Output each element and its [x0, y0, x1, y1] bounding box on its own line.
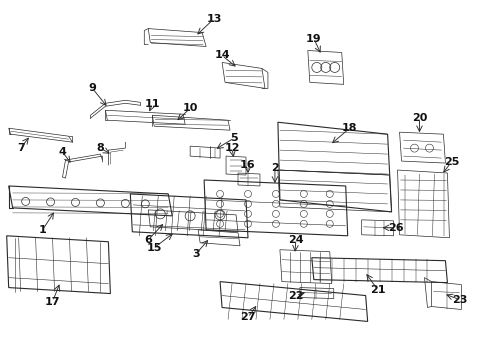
Text: 5: 5: [230, 133, 238, 143]
Text: 7: 7: [17, 143, 24, 153]
Text: 27: 27: [240, 312, 256, 323]
Text: 16: 16: [240, 160, 256, 170]
Text: 19: 19: [306, 33, 321, 44]
Text: 4: 4: [59, 147, 67, 157]
Text: 6: 6: [145, 235, 152, 245]
Text: 2: 2: [271, 163, 279, 173]
Text: 12: 12: [224, 143, 240, 153]
Text: 25: 25: [444, 157, 459, 167]
Text: 8: 8: [97, 143, 104, 153]
Text: 14: 14: [214, 50, 230, 60]
Text: 20: 20: [412, 113, 427, 123]
Text: 22: 22: [288, 291, 304, 301]
Text: 11: 11: [145, 99, 160, 109]
Text: 9: 9: [89, 84, 97, 93]
Text: 18: 18: [342, 123, 357, 133]
Text: 13: 13: [206, 14, 222, 24]
Text: 23: 23: [452, 294, 467, 305]
Text: 15: 15: [147, 243, 162, 253]
Text: 21: 21: [370, 284, 385, 294]
Text: 26: 26: [388, 223, 403, 233]
Text: 17: 17: [45, 297, 60, 306]
Text: 24: 24: [288, 235, 304, 245]
Text: 10: 10: [182, 103, 198, 113]
Text: 3: 3: [193, 249, 200, 259]
Text: 1: 1: [39, 225, 47, 235]
